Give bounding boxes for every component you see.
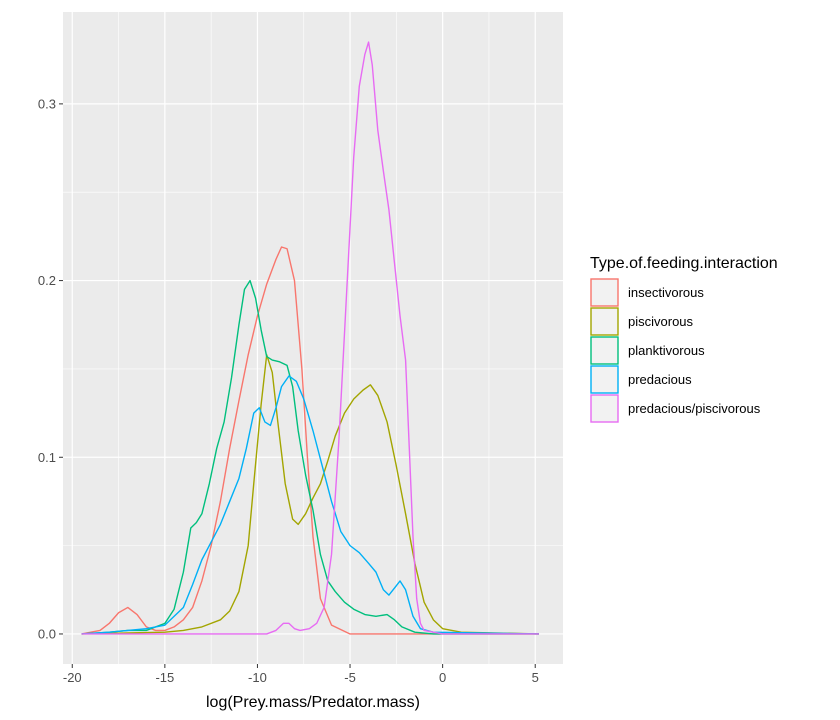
y-tick-label: 0.1 bbox=[38, 450, 56, 465]
x-tick-label: -20 bbox=[63, 670, 82, 685]
y-tick-label: 0.3 bbox=[38, 96, 56, 111]
axes: -20 -15 -10 -5 0 5 0.0 0.1 0.2 0.3 bbox=[38, 96, 539, 685]
legend-key bbox=[590, 394, 619, 423]
series-line-insectivorous bbox=[81, 246, 539, 635]
legend-label: planktivorous bbox=[628, 343, 705, 358]
legend-key bbox=[590, 365, 619, 394]
series-line-predacious bbox=[81, 375, 539, 635]
series-line-piscivorous bbox=[81, 354, 539, 635]
x-tick-label: -5 bbox=[344, 670, 356, 685]
panel-background bbox=[63, 12, 563, 664]
legend-label: predacious/piscivorous bbox=[628, 401, 761, 416]
series-line-planktivorous bbox=[81, 279, 539, 635]
x-tick-label: 5 bbox=[532, 670, 539, 685]
legend-label: insectivorous bbox=[628, 285, 704, 300]
legend-title: Type.of.feeding.interaction bbox=[590, 255, 778, 272]
series-line-predacious-piscivorous bbox=[81, 41, 539, 635]
series-lines bbox=[81, 41, 539, 635]
legend: Type.of.feeding.interaction insectivorou… bbox=[590, 255, 778, 423]
legend-key bbox=[590, 278, 619, 307]
y-tick-label: 0.0 bbox=[38, 626, 56, 641]
legend-label: piscivorous bbox=[628, 314, 694, 329]
x-tick-label: -10 bbox=[248, 670, 267, 685]
x-axis-title: log(Prey.mass/Predator.mass) bbox=[206, 694, 420, 711]
legend-label: predacious bbox=[628, 372, 692, 387]
x-tick-label: -15 bbox=[155, 670, 174, 685]
x-tick-label: 0 bbox=[439, 670, 446, 685]
legend-key bbox=[590, 336, 619, 365]
plot-panel bbox=[63, 12, 563, 664]
legend-key bbox=[590, 307, 619, 336]
y-tick-label: 0.2 bbox=[38, 273, 56, 288]
